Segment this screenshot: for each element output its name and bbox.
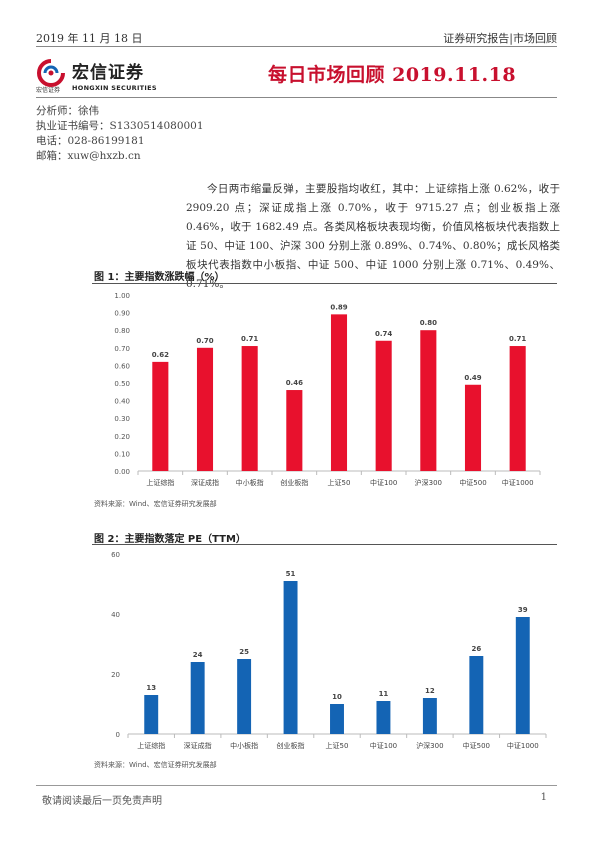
bar	[375, 340, 392, 471]
data-label: 11	[379, 690, 389, 698]
y-tick-label: 0.70	[114, 345, 130, 353]
bar	[144, 695, 159, 734]
analyst-license: 执业证书编号：S1330514080001	[36, 120, 204, 132]
x-tick-label: 中证1000	[502, 478, 534, 487]
logo-name-cn-small: 宏信证券	[36, 87, 61, 94]
y-tick-label: 40	[111, 611, 120, 619]
footer-divider	[36, 785, 557, 786]
y-tick-label: 0.00	[114, 468, 130, 476]
bar	[196, 347, 214, 471]
data-label: 0.70	[196, 337, 213, 345]
x-tick-label: 中证100	[370, 478, 397, 487]
company-logo: 宏信证券 宏信证券 HONGXIN SECURITIES	[34, 52, 164, 94]
x-tick-label: 中证100	[370, 741, 397, 750]
y-tick-label: 60	[111, 551, 120, 559]
x-tick-label: 上证50	[326, 741, 349, 750]
figure1-title: 图 1：主要指数涨跌幅（%）	[94, 272, 225, 283]
figure1-bar-chart: 0.00 0.10 0.20 0.30 0.40 0.50 0.60 0.70 0.80 0.90…	[114, 292, 541, 487]
page-number: 1	[540, 792, 547, 803]
y-tick-label: 0.10	[114, 450, 130, 458]
data-label: 24	[193, 651, 203, 659]
analyst-name: 分析师：徐伟	[36, 105, 99, 117]
page-title: 每日市场回顾 2019.11.18	[268, 64, 517, 86]
x-tick-label: 沪深300	[415, 478, 442, 487]
data-label: 0.80	[420, 319, 437, 327]
x-tick-label: 中小板指	[230, 741, 258, 750]
y-tick-label: 0.30	[114, 415, 130, 423]
bar	[464, 384, 482, 471]
data-label: 26	[471, 645, 481, 653]
bar	[152, 361, 169, 471]
bar	[330, 704, 344, 734]
y-tick-label: 0	[116, 731, 120, 739]
bar	[237, 659, 252, 734]
analyst-email: 邮箱：xuw@hxzb.cn	[36, 150, 141, 162]
market-summary: 今日两市缩量反弹，主要股指均收红，其中：上证综指上涨 0.62%，收于 2909…	[186, 183, 560, 290]
logo-name-cn: 宏信证券	[72, 63, 144, 83]
y-tick-label: 20	[111, 671, 120, 679]
x-tick-label: 深证成指	[191, 478, 219, 487]
x-tick-label: 中证1000	[507, 741, 539, 750]
data-label: 12	[425, 687, 435, 695]
data-label: 13	[146, 684, 156, 692]
x-tick-label: 创业板指	[277, 741, 305, 750]
data-label: 0.62	[152, 351, 169, 359]
data-label: 39	[518, 606, 528, 614]
bar	[422, 698, 437, 734]
figure2-divider	[92, 544, 557, 545]
x-tick-label: 中小板指	[236, 478, 264, 487]
data-label: 0.49	[464, 374, 481, 382]
x-tick-label: 中证500	[459, 478, 486, 487]
x-tick-label: 中证500	[463, 741, 490, 750]
y-tick-label: 0.40	[114, 398, 130, 406]
data-label: 0.46	[286, 379, 303, 387]
x-tick-label: 沪深300	[416, 741, 443, 750]
y-tick-label: 0.60	[114, 362, 130, 370]
figure1-source: 资料来源：Wind、宏信证券研究发展部	[94, 500, 217, 508]
figure2-source: 资料来源：Wind、宏信证券研究发展部	[94, 761, 217, 769]
logo-name-en: HONGXIN SECURITIES	[72, 84, 157, 92]
bar	[330, 314, 348, 471]
footer-disclaimer: 敬请阅读最后一页免责声明	[42, 796, 162, 807]
y-tick-label: 0.80	[114, 327, 130, 335]
y-tick-label: 0.50	[114, 380, 130, 388]
figure2-bar-chart: 0 20 40 60 13 上证综指 24 深证成指 25 中小板指 51 创业板指 10 上证50 11 中…	[111, 551, 547, 750]
x-tick-label: 创业板指	[280, 478, 308, 487]
data-label: 10	[332, 693, 342, 701]
title-divider	[36, 97, 557, 98]
bar	[376, 701, 391, 734]
bar	[283, 581, 298, 734]
header-divider	[36, 46, 557, 47]
report-date: 2019 年 11 月 18 日	[36, 32, 143, 45]
bar	[420, 330, 437, 471]
figure1-divider	[92, 283, 557, 284]
bar	[241, 346, 258, 471]
x-tick-label: 深证成指	[184, 741, 212, 750]
bar	[469, 656, 484, 734]
data-label: 25	[239, 648, 249, 656]
y-tick-label: 1.00	[114, 292, 130, 300]
data-label: 0.71	[509, 335, 526, 343]
data-label: 51	[286, 570, 296, 578]
report-category: 证券研究报告|市场回顾	[443, 32, 557, 45]
bar	[515, 617, 530, 734]
y-tick-label: 0.20	[114, 433, 130, 441]
x-tick-label: 上证综指	[137, 741, 165, 750]
bar	[509, 346, 526, 471]
x-tick-label: 上证综指	[146, 478, 174, 487]
logo-mark-icon	[37, 59, 65, 87]
y-tick-label: 0.90	[114, 310, 130, 318]
data-label: 0.89	[330, 303, 347, 311]
x-tick-label: 上证50	[328, 478, 351, 487]
data-label: 0.74	[375, 330, 392, 338]
bar	[190, 662, 205, 734]
figure2-title: 图 2：主要指数落定 PE（TTM）	[94, 534, 246, 545]
data-label: 0.71	[241, 335, 258, 343]
analyst-phone: 电话：028-86199181	[36, 135, 145, 147]
bar	[286, 390, 303, 471]
